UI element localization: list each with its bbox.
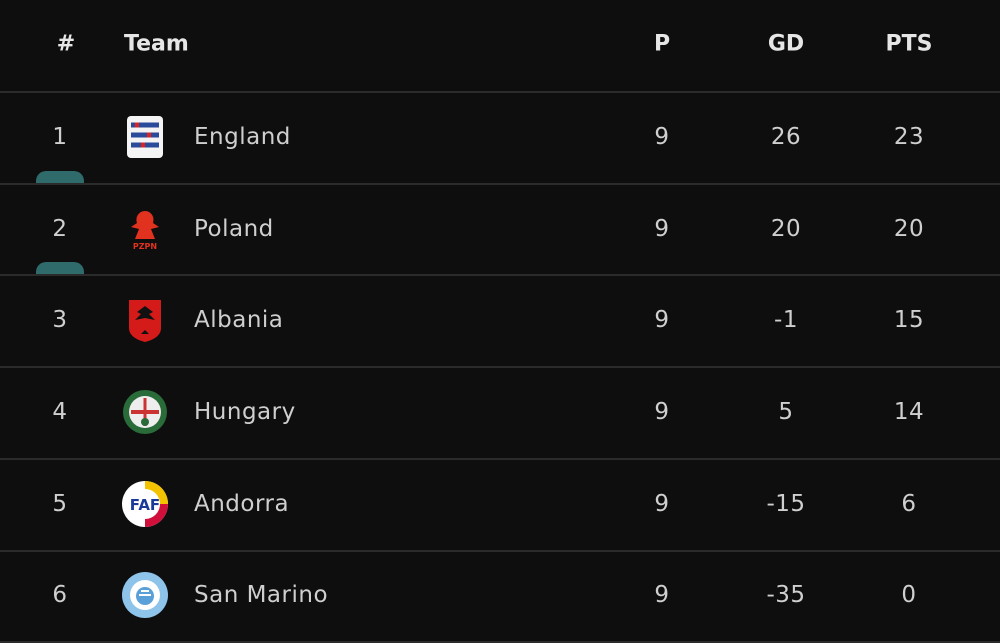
crest-icon [129,300,161,343]
crest-icon: PZPN [131,210,159,251]
points: 20 [893,215,925,242]
rank: 1 [52,123,68,150]
played: 9 [654,398,670,425]
team-name: Andorra [194,490,290,517]
rank: 2 [52,215,68,242]
crest-icon: FAF [122,480,168,527]
header-goal-difference: GD [767,31,805,57]
divider [0,641,1000,643]
points: 14 [893,398,925,425]
goal-difference: 26 [770,123,802,150]
goal-difference: -1 [774,307,798,334]
team-crest [121,296,169,344]
played: 9 [654,215,670,242]
rank: 6 [52,582,68,609]
crest-icon [127,115,163,158]
points: 23 [893,123,925,150]
divider [0,366,1000,369]
goal-difference: 5 [778,398,794,425]
header-team-name: Team [124,31,189,57]
rank: 3 [52,307,68,334]
played: 9 [654,307,670,334]
crest-icon [123,389,167,434]
played: 9 [654,490,670,517]
rank: 5 [52,490,68,517]
rank: 4 [52,398,68,425]
team-name: Hungary [194,398,296,425]
points: 15 [893,307,925,334]
team-crest: FAF [121,480,169,528]
played: 9 [654,123,670,150]
divider [0,91,1000,93]
team-crest [121,113,169,161]
team-name: San Marino [194,582,329,609]
divider [0,274,1000,277]
team-name: England [194,123,291,150]
divider [0,182,1000,185]
divider [0,457,1000,460]
qualification-marker [36,262,84,275]
header-points: PTS [885,31,933,57]
points: 0 [901,582,917,609]
goal-difference: -15 [766,490,806,517]
team-crest [121,388,169,436]
svg-text:FAF: FAF [130,496,160,514]
crest-icon [122,572,168,619]
header-rank: # [56,31,76,57]
team-crest: PZPN [121,205,169,253]
played: 9 [654,582,670,609]
goal-difference: -35 [766,582,806,609]
team-crest [121,571,169,619]
goal-difference: 20 [770,215,802,242]
team-name: Albania [194,307,284,334]
qualification-marker [36,170,84,183]
points: 6 [901,490,917,517]
svg-text:PZPN: PZPN [133,242,157,251]
team-name: Poland [194,215,274,242]
divider [0,549,1000,552]
header-played: P [653,31,671,57]
